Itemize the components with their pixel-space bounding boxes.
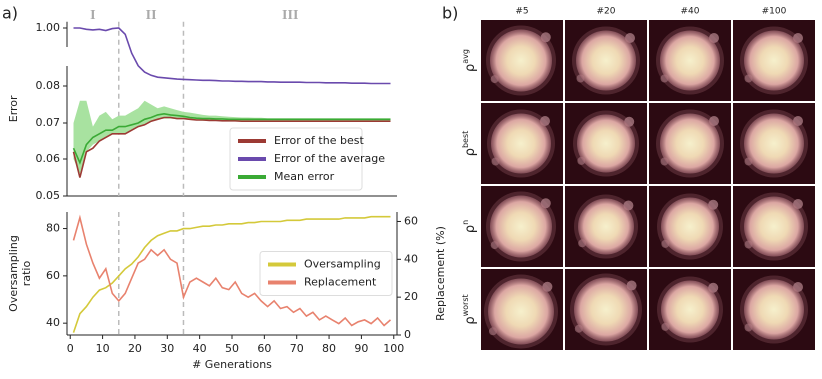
x-tick-label: 30 bbox=[160, 342, 174, 355]
row-superscript: n bbox=[461, 220, 470, 225]
x-tick-label: 50 bbox=[225, 342, 239, 355]
image-object bbox=[490, 195, 552, 258]
phase-label: II bbox=[146, 8, 157, 23]
x-tick-label: 20 bbox=[128, 342, 142, 355]
reconstruction-image bbox=[565, 269, 647, 350]
x-tick-label: 10 bbox=[96, 342, 110, 355]
reconstruction-image bbox=[565, 186, 647, 267]
phase-label: I bbox=[90, 8, 95, 23]
reconstruction-image bbox=[649, 103, 731, 184]
legend-label: Error of the best bbox=[274, 134, 364, 147]
column-header: #40 bbox=[681, 7, 700, 17]
series-line bbox=[72, 112, 391, 165]
image-object bbox=[744, 113, 804, 174]
legend-label: Oversampling bbox=[304, 258, 381, 271]
row-symbol: ρ bbox=[463, 64, 478, 72]
y-tick-label: 80 bbox=[46, 222, 60, 235]
x-axis-label: # Generations bbox=[192, 358, 272, 371]
reconstruction-image bbox=[481, 103, 563, 184]
legend: Oversampling Replacement bbox=[259, 251, 393, 296]
x-tick-label: 100 bbox=[383, 342, 404, 355]
panel-label: b) bbox=[442, 4, 458, 23]
reconstruction-image bbox=[565, 103, 647, 184]
legend-box bbox=[229, 127, 363, 191]
row-symbol: ρ bbox=[463, 225, 478, 233]
y2-tick-label: 40 bbox=[404, 252, 418, 265]
y-tick-label: 0.05 bbox=[36, 189, 61, 202]
row-superscript: best bbox=[461, 131, 470, 148]
legend-label: Error of the average bbox=[274, 152, 385, 165]
column-header: #100 bbox=[762, 7, 787, 17]
reconstruction-image bbox=[565, 20, 647, 101]
x-tick-label: 60 bbox=[257, 342, 271, 355]
x-tick-label: 70 bbox=[290, 342, 304, 355]
image-object bbox=[661, 280, 719, 339]
row-superscript: avg bbox=[461, 49, 470, 64]
series-line bbox=[72, 116, 391, 178]
image-object bbox=[574, 277, 638, 342]
y-tick-label: 0.06 bbox=[36, 152, 61, 165]
series-line bbox=[72, 215, 391, 333]
image-object bbox=[744, 279, 804, 340]
reconstruction-image bbox=[649, 20, 731, 101]
reconstruction-image bbox=[733, 269, 815, 350]
legend: Error of the best Error of the average Mea… bbox=[229, 127, 385, 191]
panel-label: a) bbox=[2, 4, 18, 23]
x-tick-label: 80 bbox=[322, 342, 336, 355]
reconstruction-image bbox=[649, 186, 731, 267]
row-label: ρn bbox=[461, 220, 478, 233]
y2-axis-label: Replacement (%) bbox=[434, 226, 447, 321]
x-tick-label: 90 bbox=[354, 342, 368, 355]
x-tick-label: 0 bbox=[67, 342, 74, 355]
reconstruction-image bbox=[481, 20, 563, 101]
series-line bbox=[72, 214, 392, 327]
y-axis-label: Oversampling bbox=[7, 235, 20, 312]
column-header: #5 bbox=[515, 7, 528, 17]
image-object bbox=[744, 30, 804, 91]
legend-label: Mean error bbox=[274, 170, 335, 183]
y2-tick-label: 0 bbox=[404, 328, 411, 341]
phase-label: III bbox=[282, 8, 298, 23]
row-label: ρworst bbox=[461, 294, 478, 324]
row-symbol: ρ bbox=[463, 148, 478, 156]
image-object bbox=[578, 198, 634, 255]
image-object bbox=[491, 113, 551, 174]
image-object bbox=[576, 30, 636, 91]
row-label: ρbest bbox=[461, 131, 478, 157]
row-symbol: ρ bbox=[463, 316, 478, 324]
y-tick-label: 0.08 bbox=[36, 79, 61, 92]
y-tick-label: 60 bbox=[46, 269, 60, 282]
reconstruction-image bbox=[481, 186, 563, 267]
image-object bbox=[488, 278, 554, 345]
y2-tick-label: 60 bbox=[404, 214, 418, 227]
y-tick-label: 0.07 bbox=[36, 116, 61, 129]
series-line bbox=[73, 27, 391, 85]
y-axis-label: ratio bbox=[20, 261, 33, 287]
y-tick-label: 1.00 bbox=[36, 21, 61, 34]
y2-tick-label: 20 bbox=[404, 290, 418, 303]
image-object bbox=[660, 113, 720, 174]
y-tick-label: 40 bbox=[46, 316, 60, 329]
reconstruction-image bbox=[733, 186, 815, 267]
reconstruction-image bbox=[733, 20, 815, 101]
reconstruction-image bbox=[481, 269, 563, 350]
row-superscript: worst bbox=[461, 294, 470, 316]
image-object bbox=[744, 196, 804, 257]
image-object bbox=[660, 30, 720, 91]
row-label: ρavg bbox=[461, 49, 478, 72]
y-axis-label: Error bbox=[7, 95, 20, 122]
legend-label: Replacement bbox=[304, 276, 377, 289]
x-tick-label: 40 bbox=[193, 342, 207, 355]
image-object bbox=[577, 114, 635, 173]
column-header: #20 bbox=[597, 7, 616, 17]
image-object bbox=[661, 197, 719, 256]
reconstruction-image bbox=[733, 103, 815, 184]
reconstruction-image bbox=[649, 269, 731, 350]
image-object bbox=[490, 29, 552, 92]
